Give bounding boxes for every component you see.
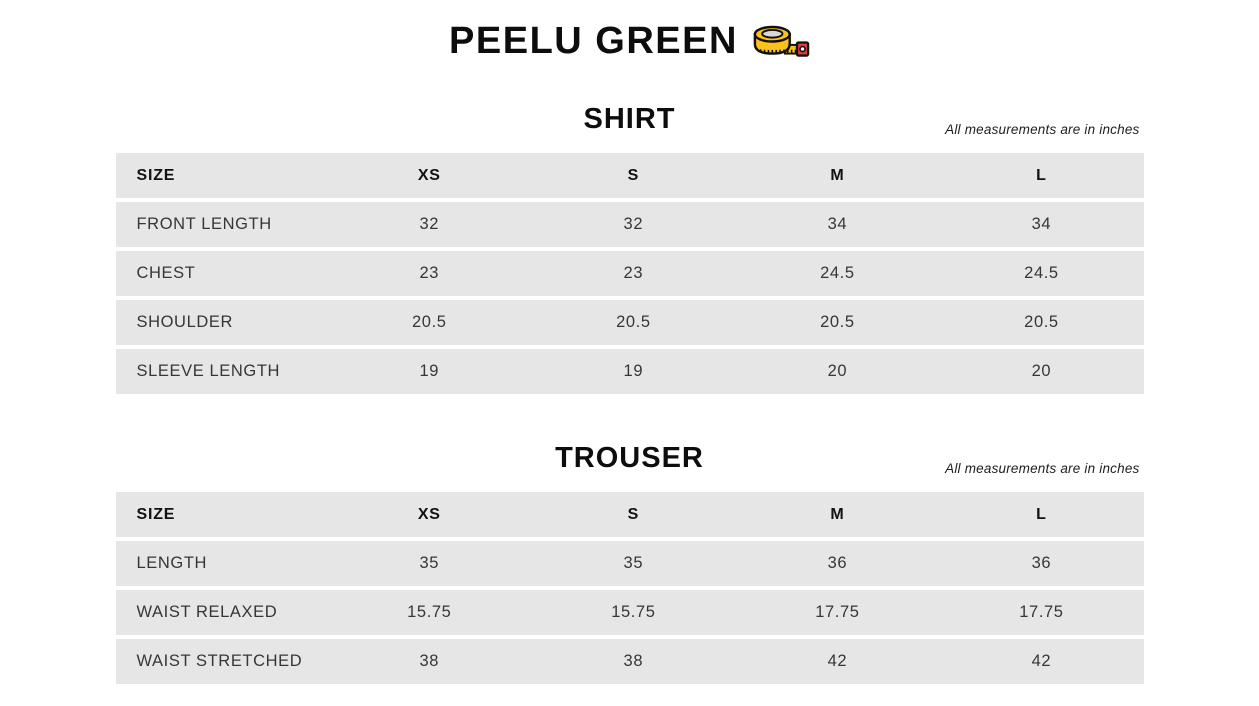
cell-value: 15.75 (407, 603, 452, 621)
row-label: CHEST (136, 264, 196, 282)
row-label: LENGTH (136, 554, 208, 572)
page-header: PEELU GREEN (0, 20, 1259, 63)
column-header: XS (417, 505, 441, 523)
cell-value: 42 (827, 652, 848, 670)
cell-value: 19 (419, 362, 440, 380)
cell-value: 20.5 (820, 313, 855, 331)
row-label: SHOULDER (136, 313, 233, 331)
row-label: WAIST RELAXED (136, 603, 278, 621)
cell-value: 36 (827, 554, 848, 572)
cell-value: 34 (1031, 215, 1052, 233)
table-header-row: SIZE XS S M L (115, 153, 1144, 198)
shirt-section-head: SHIRT All measurements are in inches (116, 99, 1144, 139)
cell-value: 23 (419, 264, 440, 282)
cell-value: 20.5 (1024, 313, 1059, 331)
shirt-section: SHIRT All measurements are in inches SIZ… (0, 99, 1259, 394)
trouser-heading: TROUSER (555, 442, 704, 474)
cell-value: 36 (1031, 554, 1052, 572)
table-row: SHOULDER 20.5 20.5 20.5 20.5 (115, 300, 1144, 345)
cell-value: 38 (623, 652, 644, 670)
shirt-size-table: SIZE XS S M L FRONT LENGTH 32 32 34 34 CHEST 23 23 24… (115, 153, 1144, 394)
column-header: M (830, 166, 845, 184)
row-label: SLEEVE LENGTH (136, 362, 281, 380)
table-header-row: SIZE XS S M L (115, 492, 1144, 537)
column-header: XS (417, 166, 441, 184)
table-row: CHEST 23 23 24.5 24.5 (115, 251, 1144, 296)
table-row: LENGTH 35 35 36 36 (115, 541, 1144, 586)
measuring-tape-icon (753, 25, 810, 57)
row-label: FRONT LENGTH (136, 215, 272, 233)
trouser-section-head: TROUSER All measurements are in inches (116, 438, 1144, 478)
page-title: PEELU GREEN (449, 20, 738, 62)
column-header: SIZE (136, 166, 176, 184)
table-row: WAIST STRETCHED 38 38 42 42 (115, 639, 1144, 684)
cell-value: 19 (623, 362, 644, 380)
column-header: SIZE (136, 505, 176, 523)
cell-value: 34 (827, 215, 848, 233)
cell-value: 42 (1031, 652, 1052, 670)
cell-value: 20 (827, 362, 848, 380)
cell-value: 17.75 (1019, 603, 1064, 621)
shirt-heading: SHIRT (583, 103, 676, 135)
cell-value: 23 (623, 264, 644, 282)
table-row: WAIST RELAXED 15.75 15.75 17.75 17.75 (115, 590, 1144, 635)
cell-value: 20.5 (616, 313, 651, 331)
column-header: L (1036, 505, 1047, 523)
cell-value: 24.5 (820, 264, 855, 282)
cell-value: 24.5 (1024, 264, 1059, 282)
cell-value: 35 (419, 554, 440, 572)
trouser-size-table: SIZE XS S M L LENGTH 35 35 36 36 WAIST RELAXED 15.7… (115, 492, 1144, 684)
cell-value: 35 (623, 554, 644, 572)
column-header: S (627, 505, 640, 523)
shirt-measurement-note: All measurements are in inches (945, 122, 1140, 137)
cell-value: 32 (419, 215, 440, 233)
trouser-measurement-note: All measurements are in inches (945, 461, 1140, 476)
table-row: FRONT LENGTH 32 32 34 34 (115, 202, 1144, 247)
trouser-section: TROUSER All measurements are in inches S… (0, 438, 1259, 684)
cell-value: 38 (419, 652, 440, 670)
cell-value: 20 (1031, 362, 1052, 380)
column-header: M (830, 505, 845, 523)
cell-value: 20.5 (412, 313, 447, 331)
row-label: WAIST STRETCHED (136, 652, 303, 670)
cell-value: 17.75 (815, 603, 860, 621)
cell-value: 32 (623, 215, 644, 233)
column-header: S (627, 166, 640, 184)
column-header: L (1036, 166, 1047, 184)
cell-value: 15.75 (611, 603, 656, 621)
table-row: SLEEVE LENGTH 19 19 20 20 (115, 349, 1144, 394)
